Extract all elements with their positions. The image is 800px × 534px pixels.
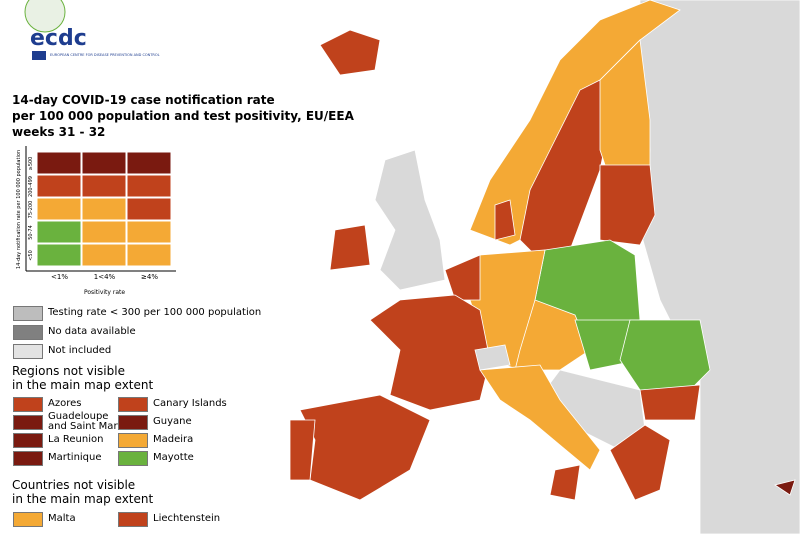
legend-label: Guyane bbox=[153, 416, 192, 427]
iceland bbox=[319, 29, 381, 76]
ireland bbox=[329, 224, 371, 271]
legend-swatch bbox=[13, 415, 43, 430]
switzerland bbox=[474, 344, 511, 371]
legend-label: Mayotte bbox=[153, 452, 194, 463]
bulgaria bbox=[639, 384, 701, 421]
legend-label: Madeira bbox=[153, 434, 194, 445]
legend-label: Liechtenstein bbox=[153, 513, 221, 524]
matrix-cell bbox=[126, 151, 172, 175]
legend-swatch bbox=[13, 397, 43, 412]
matrix-cell bbox=[36, 220, 82, 244]
logo-globe bbox=[24, 0, 66, 33]
row-label: 50-74 bbox=[28, 225, 34, 240]
legend-label: No data available bbox=[48, 326, 136, 337]
legend-swatch bbox=[118, 415, 148, 430]
title: per 100 000 population and test positivi… bbox=[12, 109, 354, 123]
greece bbox=[609, 424, 671, 501]
matrix-cell bbox=[81, 243, 127, 267]
spain bbox=[299, 394, 431, 501]
section-heading: in the main map extent bbox=[12, 492, 154, 506]
legend-swatch bbox=[13, 344, 43, 359]
baltics bbox=[599, 164, 656, 246]
legend-label: Malta bbox=[48, 513, 76, 524]
x-axis-label: Positivity rate bbox=[84, 289, 125, 296]
sicily bbox=[549, 464, 581, 501]
romania bbox=[619, 319, 711, 391]
legend-label: Martinique bbox=[48, 452, 102, 463]
matrix-cell bbox=[126, 243, 172, 267]
benelux bbox=[444, 254, 481, 301]
row-label: <50 bbox=[28, 250, 34, 261]
uk bbox=[374, 149, 446, 291]
title: weeks 31 - 32 bbox=[12, 125, 106, 139]
legend-swatch bbox=[13, 451, 43, 466]
legend-label: Not included bbox=[48, 345, 112, 356]
legend-label: Azores bbox=[48, 398, 82, 409]
legend-label: Guadeloupe and Saint Martin bbox=[48, 411, 131, 432]
legend-swatch bbox=[13, 512, 43, 527]
section-heading: in the main map extent bbox=[12, 378, 154, 392]
italy bbox=[479, 364, 601, 471]
column-label: ≥4% bbox=[141, 273, 158, 281]
matrix-cell bbox=[126, 197, 172, 221]
legend-label: Testing rate < 300 per 100 000 populatio… bbox=[48, 307, 262, 318]
row-label: ≥500 bbox=[28, 157, 34, 171]
portugal bbox=[289, 419, 316, 481]
title: 14-day COVID-19 case notification rate bbox=[12, 93, 275, 107]
legend-label: Canary Islands bbox=[153, 398, 227, 409]
matrix: ≥500 200-499 75-200 50-74 <50 <1% 1<4% ≥4% Posit… bbox=[16, 146, 176, 296]
matrix-cell bbox=[81, 151, 127, 175]
legend-swatch bbox=[13, 306, 43, 321]
logo-subtitle: EUROPEAN CENTRE FOR DISEASE PREVENTION A… bbox=[50, 53, 160, 57]
row-label: 200-499 bbox=[28, 176, 34, 197]
legend-label: La Reunion bbox=[48, 434, 104, 445]
matrix-cell bbox=[126, 174, 172, 198]
matrix-cell bbox=[36, 197, 82, 221]
column-label: 1<4% bbox=[94, 273, 116, 281]
legend-swatch bbox=[13, 325, 43, 340]
matrix-cell bbox=[36, 243, 82, 267]
eu-flag bbox=[32, 51, 46, 60]
denmark bbox=[494, 199, 516, 241]
matrix-cell bbox=[81, 197, 127, 221]
cyprus bbox=[774, 479, 796, 496]
matrix-cell bbox=[36, 174, 82, 198]
y-axis-label: 14-day notification rate per 100 000 pop… bbox=[16, 150, 22, 269]
matrix-cell bbox=[81, 174, 127, 198]
logo-text: ecdc bbox=[30, 26, 87, 51]
column-label: <1% bbox=[51, 273, 68, 281]
legend-swatch bbox=[13, 433, 43, 448]
matrix-cell bbox=[36, 151, 82, 175]
legend-swatch bbox=[118, 451, 148, 466]
matrix-cell bbox=[126, 220, 172, 244]
matrix-cell bbox=[81, 220, 127, 244]
legend-swatch bbox=[118, 433, 148, 448]
section-heading: Regions not visible bbox=[12, 364, 125, 378]
france bbox=[369, 294, 491, 411]
legend-swatch bbox=[118, 512, 148, 527]
row-label: 75-200 bbox=[28, 201, 34, 219]
legend-swatch bbox=[118, 397, 148, 412]
section-heading: Countries not visible bbox=[12, 478, 136, 492]
